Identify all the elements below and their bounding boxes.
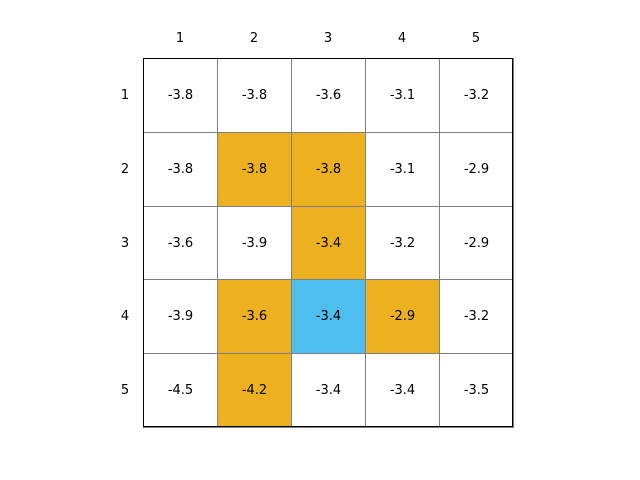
- grid-cell: -3.2: [439, 58, 514, 133]
- grid-cell: -3.1: [365, 132, 440, 207]
- grid-cell: -3.6: [143, 206, 218, 280]
- grid-cell: -3.6: [291, 58, 366, 133]
- column-label: 3: [323, 31, 333, 46]
- grid-cell: -3.9: [143, 279, 218, 354]
- grid-cell: -3.9: [217, 206, 292, 280]
- grid-cell: -3.5: [439, 353, 514, 428]
- grid-cell: -4.5: [143, 353, 218, 428]
- grid-cell: -3.2: [439, 279, 514, 354]
- column-label: 5: [471, 31, 481, 46]
- row-label: 5: [120, 383, 130, 399]
- row-label: 1: [120, 87, 130, 103]
- grid-cell: -3.1: [365, 58, 440, 133]
- grid-cell: -2.9: [365, 279, 440, 354]
- grid-cell: -3.8: [291, 132, 366, 207]
- grid-cell: -3.6: [217, 279, 292, 354]
- grid-cell: -2.9: [439, 206, 514, 280]
- row-label: 4: [120, 309, 130, 325]
- grid-cell: -3.4: [291, 206, 366, 280]
- grid-cell: -3.4: [365, 353, 440, 428]
- row-label: 2: [120, 161, 130, 177]
- grid-cell: -3.4: [291, 353, 366, 428]
- grid-cell: -3.8: [217, 58, 292, 133]
- grid-cell: -4.2: [217, 353, 292, 428]
- column-label: 4: [397, 31, 407, 46]
- column-label: 2: [249, 31, 259, 46]
- grid-cell: -3.8: [143, 58, 218, 133]
- grid-cell: -3.8: [217, 132, 292, 207]
- row-label: 3: [120, 235, 130, 251]
- grid-cell: -3.8: [143, 132, 218, 207]
- grid-cell: -3.4: [291, 279, 366, 354]
- grid-cell: -3.2: [365, 206, 440, 280]
- column-label: 1: [175, 31, 185, 46]
- grid-cell: -2.9: [439, 132, 514, 207]
